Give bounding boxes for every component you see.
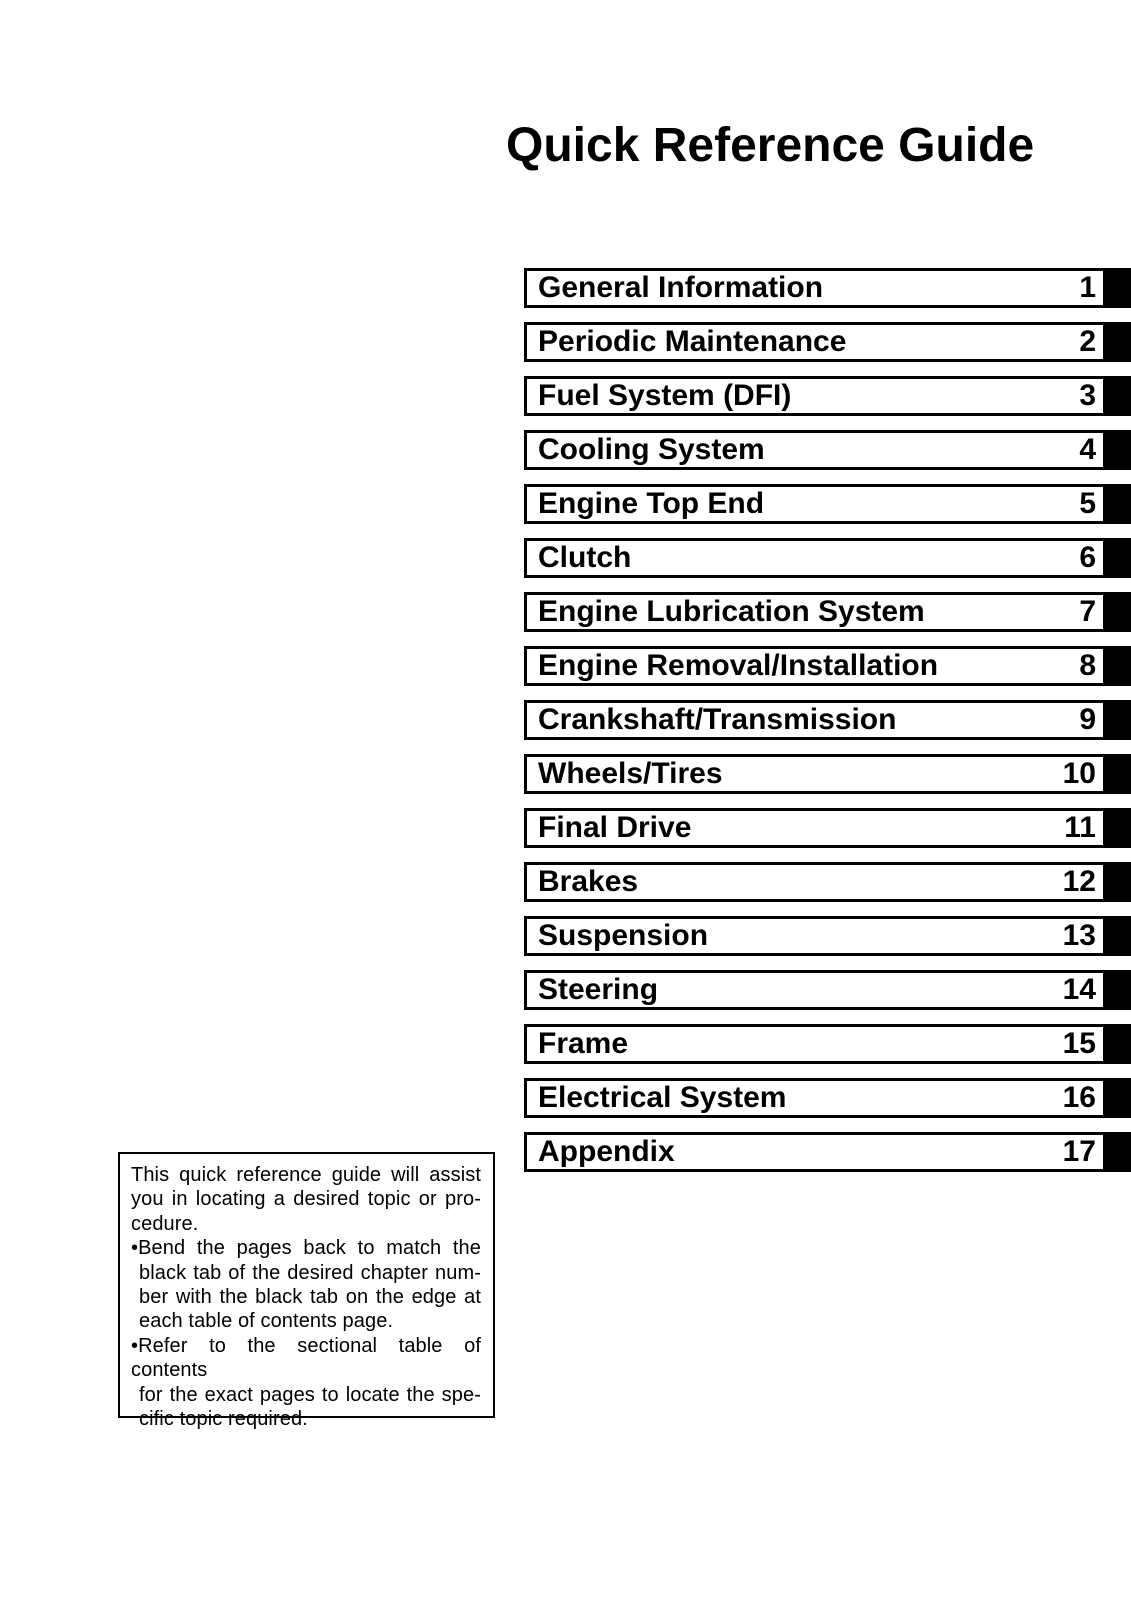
chapter-title: General Information — [538, 271, 824, 304]
chapter-row: Brakes 12 — [524, 862, 1131, 902]
chapter-number: 17 — [1062, 1135, 1096, 1168]
chapter-thumb-tab — [1106, 862, 1131, 902]
chapter-box: Appendix 17 — [524, 1132, 1106, 1172]
chapter-thumb-tab — [1106, 754, 1131, 794]
note-line: This quick reference guide will assist — [131, 1164, 481, 1186]
note-line: black tab of the desired chapter num- — [139, 1261, 481, 1284]
note-line: cific topic required. — [139, 1408, 308, 1431]
chapter-number: 9 — [1079, 703, 1096, 736]
chapter-row: Engine Lubrication System 7 — [524, 592, 1131, 632]
chapter-number: 14 — [1062, 973, 1096, 1006]
chapter-number: 3 — [1079, 379, 1096, 412]
chapter-box: Clutch 6 — [524, 538, 1106, 578]
chapter-row: Crankshaft/Transmission 9 — [524, 700, 1131, 740]
chapter-thumb-tab — [1106, 1024, 1131, 1064]
chapter-title: Suspension — [538, 919, 709, 952]
chapter-title: Fuel System (DFI) — [538, 379, 792, 412]
chapter-number: 6 — [1079, 541, 1096, 574]
chapter-row: Frame 15 — [524, 1024, 1131, 1064]
chapter-thumb-tab — [1106, 376, 1131, 416]
chapter-box: Brakes 12 — [524, 862, 1106, 902]
note-line: each table of contents page. — [139, 1310, 394, 1333]
chapter-title: Crankshaft/Transmission — [538, 703, 897, 736]
note-line: ber with the black tab on the edge at — [139, 1286, 481, 1309]
chapter-row: Electrical System 16 — [524, 1078, 1131, 1118]
chapter-box: Frame 15 — [524, 1024, 1106, 1064]
chapter-row: Final Drive 11 — [524, 808, 1131, 848]
chapter-box: Engine Removal/Installation 8 — [524, 646, 1106, 686]
chapter-thumb-tab — [1106, 1132, 1131, 1172]
note-line: you in locating a desired topic or pro- — [131, 1188, 481, 1211]
chapter-thumb-tab — [1106, 808, 1131, 848]
chapter-title: Electrical System — [538, 1081, 787, 1114]
chapter-title: Appendix — [538, 1135, 675, 1168]
chapter-title: Brakes — [538, 865, 639, 898]
chapter-thumb-tab — [1106, 700, 1131, 740]
chapter-number: 2 — [1079, 325, 1096, 358]
chapter-title: Engine Removal/Installation — [538, 649, 939, 682]
chapter-title: Wheels/Tires — [538, 757, 723, 790]
note-line: cedure. — [131, 1212, 199, 1235]
chapter-number: 15 — [1062, 1027, 1096, 1060]
chapter-thumb-tab — [1106, 484, 1131, 524]
chapter-box: Electrical System 16 — [524, 1078, 1106, 1118]
chapter-thumb-tab — [1106, 322, 1131, 362]
chapter-thumb-tab — [1106, 1078, 1131, 1118]
chapter-row: Periodic Maintenance 2 — [524, 322, 1131, 362]
chapter-number: 12 — [1062, 865, 1096, 898]
chapter-title: Final Drive — [538, 811, 692, 844]
chapter-box: Fuel System (DFI) 3 — [524, 376, 1106, 416]
chapter-thumb-tab — [1106, 538, 1131, 578]
chapter-row: Engine Removal/Installation 8 — [524, 646, 1131, 686]
chapter-box: Suspension 13 — [524, 916, 1106, 956]
chapter-thumb-tab — [1106, 970, 1131, 1010]
chapter-number: 8 — [1079, 649, 1096, 682]
chapter-thumb-tab — [1106, 646, 1131, 686]
chapter-thumb-tab — [1106, 592, 1131, 632]
note-line: •Refer to the sectional table of content… — [131, 1334, 481, 1382]
chapter-title: Engine Lubrication System — [538, 595, 925, 628]
chapter-box: Engine Lubrication System 7 — [524, 592, 1106, 632]
chapter-box: General Information 1 — [524, 268, 1106, 308]
chapter-number: 13 — [1062, 919, 1096, 952]
note-line: for the exact pages to locate the spe- — [139, 1383, 481, 1406]
chapter-title: Cooling System — [538, 433, 765, 466]
chapter-row: Steering 14 — [524, 970, 1131, 1010]
chapter-number: 11 — [1064, 811, 1096, 844]
chapter-box: Crankshaft/Transmission 9 — [524, 700, 1106, 740]
chapter-title: Steering — [538, 973, 659, 1006]
note-line: •Bend the pages back to match the — [131, 1237, 481, 1260]
chapter-number: 10 — [1062, 757, 1096, 790]
chapter-row: Cooling System 4 — [524, 430, 1131, 470]
chapter-row: General Information 1 — [524, 268, 1131, 308]
chapter-title: Clutch — [538, 541, 632, 574]
chapter-box: Wheels/Tires 10 — [524, 754, 1106, 794]
chapter-box: Steering 14 — [524, 970, 1106, 1010]
chapter-number: 1 — [1079, 271, 1096, 304]
page-title: Quick Reference Guide — [506, 119, 1035, 172]
chapter-box: Periodic Maintenance 2 — [524, 322, 1106, 362]
note-box: This quick reference guide will assist yo… — [118, 1152, 495, 1430]
chapter-row: Fuel System (DFI) 3 — [524, 376, 1131, 416]
chapter-title: Frame — [538, 1027, 629, 1060]
chapter-box: Final Drive 11 — [524, 808, 1106, 848]
chapter-thumb-tab — [1106, 916, 1131, 956]
chapter-box: Engine Top End 5 — [524, 484, 1106, 524]
chapter-title: Engine Top End — [538, 487, 765, 520]
chapter-row: Appendix 17 — [524, 1132, 1131, 1172]
chapter-number: 16 — [1062, 1081, 1096, 1114]
chapter-row: Suspension 13 — [524, 916, 1131, 956]
chapter-box: Cooling System 4 — [524, 430, 1106, 470]
chapter-number: 7 — [1079, 595, 1096, 628]
chapter-row: Engine Top End 5 — [524, 484, 1131, 524]
chapter-number: 4 — [1079, 433, 1096, 466]
chapter-list: General Information 1 Periodic Maintenan… — [524, 268, 1131, 1186]
chapter-row: Clutch 6 — [524, 538, 1131, 578]
chapter-thumb-tab — [1106, 268, 1131, 308]
chapter-row: Wheels/Tires 10 — [524, 754, 1131, 794]
chapter-title: Periodic Maintenance — [538, 325, 847, 358]
chapter-number: 5 — [1079, 487, 1096, 520]
chapter-thumb-tab — [1106, 430, 1131, 470]
